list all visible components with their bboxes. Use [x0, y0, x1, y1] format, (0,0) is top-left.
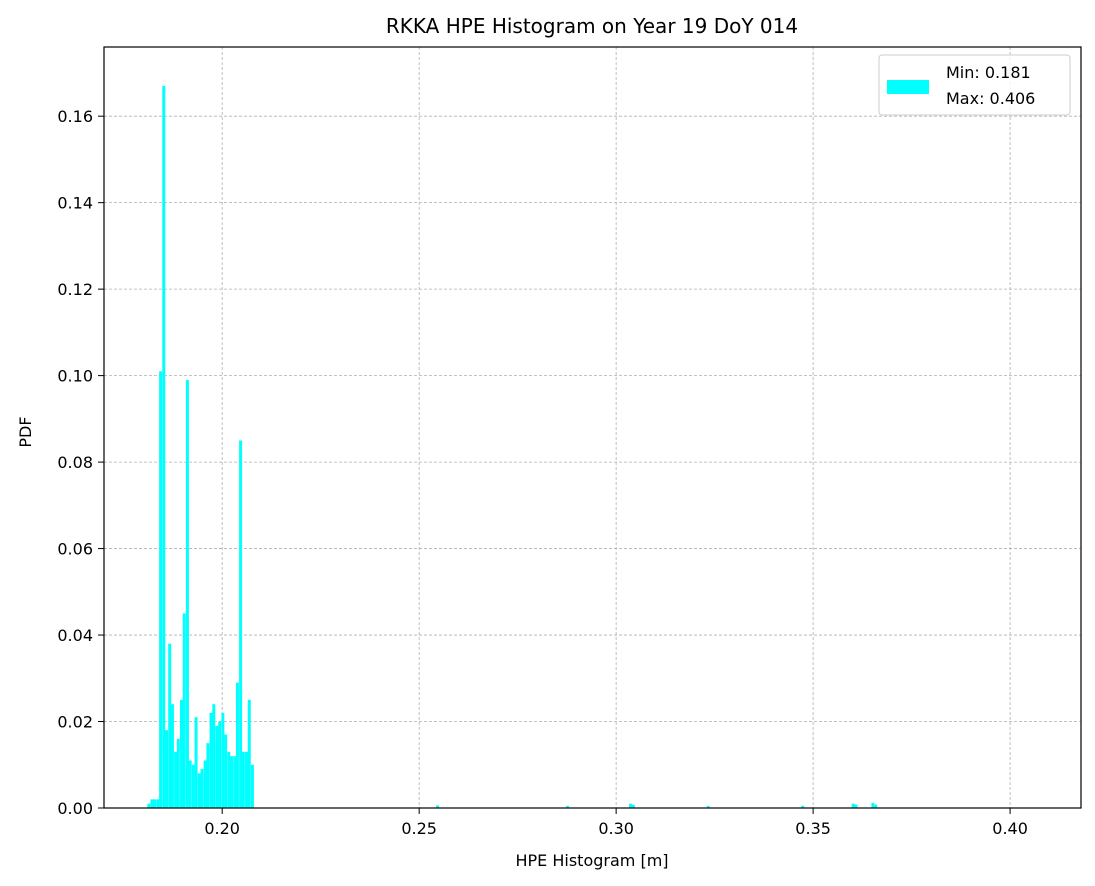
y-tick-label: 0.00 — [57, 799, 93, 818]
histogram-bar — [180, 699, 183, 808]
histogram-bar — [241, 751, 245, 808]
y-axis-ticks: 0.00 0.02 0.04 0.06 0.08 0.10 0.12 0.14 0.16 — [57, 107, 104, 818]
histogram-bar — [224, 734, 228, 808]
histogram-bar — [221, 712, 225, 808]
histogram-bar — [230, 756, 234, 808]
histogram-bar — [239, 440, 243, 808]
y-axis-label: PDF — [16, 416, 35, 447]
histogram-bar — [191, 764, 195, 808]
histogram-bar — [218, 721, 222, 808]
histogram-bar — [851, 803, 855, 808]
histogram-bar — [200, 769, 204, 808]
histogram-bar — [159, 371, 163, 808]
histogram-bar — [153, 799, 157, 808]
y-tick-label: 0.16 — [57, 107, 93, 126]
histogram-bar — [165, 730, 169, 808]
x-tick-label: 0.20 — [204, 819, 240, 838]
histogram-bar — [147, 803, 151, 808]
y-tick-label: 0.14 — [57, 194, 93, 213]
histogram-bar — [631, 804, 635, 808]
histogram-bar — [247, 699, 251, 808]
histogram-bar — [215, 725, 219, 808]
histogram-bar — [188, 760, 192, 808]
histogram-bar — [185, 379, 189, 808]
histogram-bar — [150, 799, 154, 808]
legend-min-label: Min: 0.181 — [946, 63, 1031, 82]
histogram-bar — [235, 682, 239, 808]
histogram-bar — [203, 760, 207, 808]
histogram-bar — [206, 743, 210, 808]
histogram-bar — [156, 799, 160, 808]
histogram-bar — [629, 803, 633, 808]
y-tick-label: 0.10 — [57, 367, 93, 386]
legend-max-label: Max: 0.406 — [946, 89, 1035, 108]
histogram-bar — [566, 805, 570, 808]
y-tick-label: 0.06 — [57, 540, 93, 559]
histogram-bar — [801, 805, 805, 808]
histogram-bar — [233, 756, 237, 808]
histogram-bar — [706, 805, 710, 808]
plot-area — [104, 47, 1081, 808]
histogram-bar — [209, 712, 213, 808]
x-tick-label: 0.25 — [401, 819, 437, 838]
histogram-bar — [871, 802, 875, 808]
legend-swatch — [887, 80, 929, 94]
histogram-bar — [162, 85, 166, 808]
histogram-bar — [854, 804, 858, 808]
histogram-bar — [176, 738, 180, 808]
x-tick-label: 0.35 — [795, 819, 831, 838]
x-tick-label: 0.30 — [598, 819, 634, 838]
y-tick-label: 0.08 — [57, 453, 93, 472]
x-tick-label: 0.40 — [992, 819, 1028, 838]
y-tick-label: 0.04 — [57, 626, 93, 645]
legend-box — [878, 54, 1071, 116]
histogram-bar — [174, 751, 178, 808]
histogram-bar — [194, 717, 198, 808]
histogram-bar — [212, 704, 216, 808]
chart-title: RKKA HPE Histogram on Year 19 DoY 014 — [386, 14, 798, 38]
y-tick-label: 0.12 — [57, 280, 93, 299]
x-axis-ticks: 0.20 0.25 0.30 0.35 0.40 — [204, 808, 1028, 838]
histogram-bars — [147, 85, 878, 808]
histogram-bar — [250, 764, 254, 808]
x-axis-label: HPE Histogram [m] — [515, 851, 668, 870]
histogram-bar — [874, 804, 878, 808]
histogram-bar — [182, 613, 186, 808]
histogram-bar — [197, 773, 201, 808]
histogram-bar — [168, 643, 172, 808]
histogram-bar — [170, 704, 174, 808]
histogram-bar — [245, 751, 248, 808]
y-tick-label: 0.02 — [57, 713, 93, 732]
legend: Min: 0.181 Max: 0.406 — [878, 54, 1071, 116]
histogram-bar — [436, 805, 440, 808]
plot-frame — [103, 46, 1082, 809]
histogram-bar — [227, 751, 231, 808]
